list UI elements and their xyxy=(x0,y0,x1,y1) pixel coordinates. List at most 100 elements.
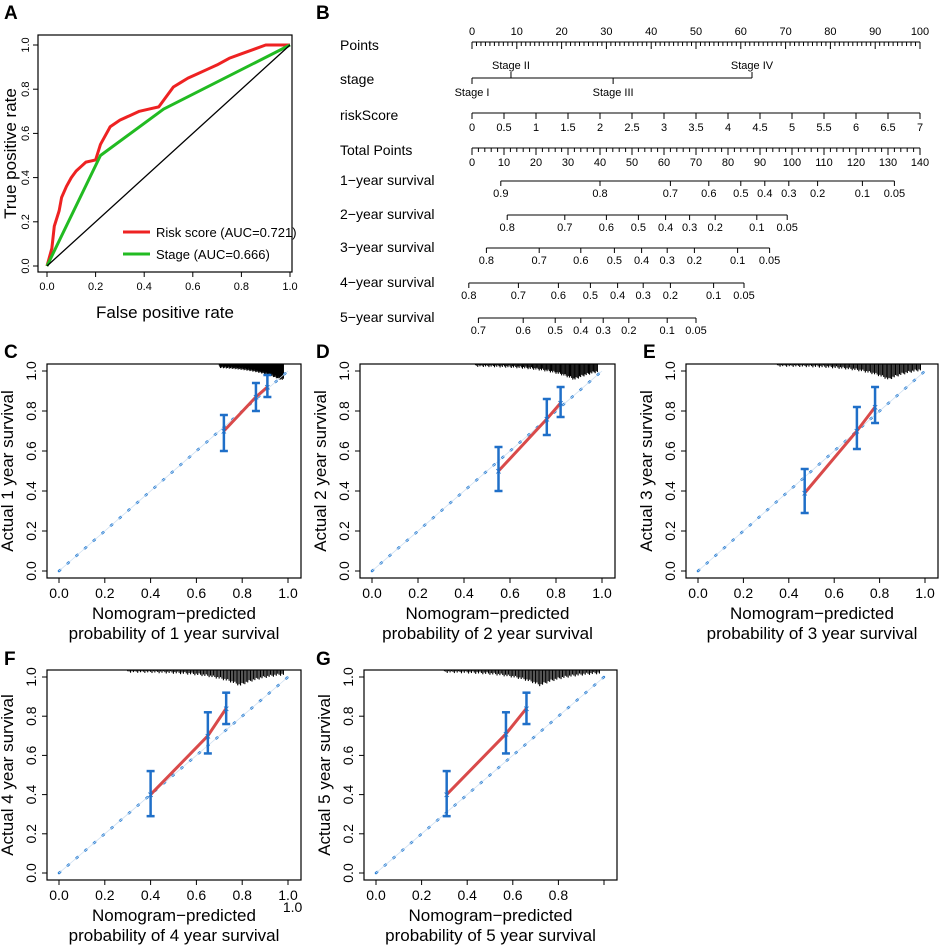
row-label-stage: stage xyxy=(340,71,374,87)
ideal-line-faint xyxy=(371,370,603,572)
x-tick-label: 1.0 xyxy=(915,585,935,601)
y-tick-label: 0.4 xyxy=(23,785,39,805)
survival-tick-label: 0.5 xyxy=(631,222,646,234)
points-tick-label: 20 xyxy=(555,26,567,38)
calibration-point: × xyxy=(523,703,529,715)
calibration-line xyxy=(497,402,562,473)
plot-frame xyxy=(46,363,302,579)
plot-frame xyxy=(46,669,302,881)
survival-tick-label: 0.1 xyxy=(749,222,764,234)
survival-tick-label: 0.1 xyxy=(706,290,721,302)
calibration-line xyxy=(222,385,269,433)
ideal-line-faint xyxy=(697,370,926,572)
calibration-line xyxy=(803,406,877,494)
survival-tick-label: 0.2 xyxy=(663,290,678,302)
total-points-tick-label: 100 xyxy=(783,157,801,169)
x-axis-label-2: probability of 2 year survival xyxy=(382,624,593,643)
panel-label-a: A xyxy=(4,3,18,24)
survival-tick-label: 0.7 xyxy=(471,325,486,337)
plot-frame xyxy=(37,34,293,273)
total-points-tick-label: 40 xyxy=(594,157,606,169)
y-tick-label: 1.0 xyxy=(340,667,356,687)
x-tick-label: 0.4 xyxy=(141,887,161,903)
y-tick-label: 1.0 xyxy=(23,361,39,381)
survival-tick-label: 0.2 xyxy=(687,255,702,267)
survival-tick-label: 0.7 xyxy=(511,290,526,302)
y-tick-label: 1.0 xyxy=(20,37,32,52)
panel-label-d: D xyxy=(316,342,330,363)
survival-tick-label: 0.5 xyxy=(733,188,748,200)
survival-tick-label: 0.6 xyxy=(573,255,588,267)
total-points-tick-label: 50 xyxy=(626,157,638,169)
panel-label-b: B xyxy=(316,3,330,24)
calibration-point: × xyxy=(223,703,229,715)
legend-label: Stage (AUC=0.666) xyxy=(156,247,270,262)
y-tick-label: 0.0 xyxy=(20,258,32,273)
survival-tick-label: 0.05 xyxy=(884,188,905,200)
x-tick-label: 0.0 xyxy=(49,887,69,903)
calibration-line xyxy=(445,707,528,796)
riskscore-tick-label: 5 xyxy=(789,122,795,134)
calibration-point: × xyxy=(801,488,807,500)
x-tick-label: 0.0 xyxy=(39,281,54,293)
survival-tick-label: 0.4 xyxy=(573,325,588,337)
y-tick-label: 0.6 xyxy=(23,745,39,765)
ideal-line-faint xyxy=(375,676,605,874)
calibration-point: × xyxy=(503,729,509,741)
riskscore-tick-label: 0 xyxy=(469,122,475,134)
survival-tick-label: 0.4 xyxy=(634,255,649,267)
riskscore-tick-label: 7 xyxy=(917,122,923,134)
riskscore-tick-label: 3 xyxy=(661,122,667,134)
x-axis-label-2: probability of 4 year survival xyxy=(69,926,280,945)
row-label-points: Points xyxy=(340,37,379,53)
x-tick-label: 1.0 xyxy=(278,887,298,903)
panel-label-f: F xyxy=(4,649,16,670)
stage-tick-label: Stage I xyxy=(455,87,490,99)
survival-tick-label: 0.4 xyxy=(610,290,625,302)
y-tick-label: 0.8 xyxy=(662,401,678,421)
survival-tick-label: 0.1 xyxy=(730,255,745,267)
y-tick-label: 0.0 xyxy=(662,561,678,581)
panel-d: D × × × 0.0 0.2 0.4 0.6 0.8 1.0 0.0 0.2 0.4 0.6 0.8 1.0… xyxy=(311,342,616,643)
points-tick-label: 10 xyxy=(511,26,523,38)
y-tick-label: 0.8 xyxy=(23,401,39,421)
x-tick-label: 0.4 xyxy=(141,585,161,601)
x-tick-label: 1.0 xyxy=(592,585,612,601)
total-points-tick-label: 120 xyxy=(847,157,865,169)
total-points-tick-label: 30 xyxy=(562,157,574,169)
x-tick-label: 1.0 xyxy=(278,585,298,601)
x-tick-label: 0.6 xyxy=(187,887,207,903)
survival-tick-label: 0.4 xyxy=(757,188,772,200)
x-tick-label: 0.2 xyxy=(734,585,754,601)
y-tick-label: 0.0 xyxy=(23,561,39,581)
panel-g: G × × × 0.0 0.2 0.4 0.6 0.8 0.0 0.2 0.4 0.6 0.8 1.0 Nom… xyxy=(315,649,618,945)
riskscore-tick-label: 3.5 xyxy=(688,122,703,134)
x-tick-label: 0.4 xyxy=(454,585,474,601)
ideal-line-faint xyxy=(58,676,289,874)
y-tick-label: 0.2 xyxy=(23,824,39,844)
total-points-tick-label: 110 xyxy=(815,157,833,169)
survival-tick-label: 0.4 xyxy=(658,222,673,234)
x-axis-label-2: probability of 3 year survival xyxy=(707,624,918,643)
x-tick-label: 0.6 xyxy=(185,281,200,293)
total-points-tick-label: 130 xyxy=(879,157,897,169)
y-tick-label: 0.0 xyxy=(23,863,39,883)
x-tick-label: 0.8 xyxy=(234,281,249,293)
calibration-point: × xyxy=(443,790,449,802)
y-tick-label: 0.8 xyxy=(336,401,352,421)
x-tick-label: 0.2 xyxy=(88,281,103,293)
x-axis-label: Nomogram−predicted xyxy=(730,604,894,623)
total-points-tick-label: 0 xyxy=(469,157,475,169)
survival-tick-label: 0.05 xyxy=(776,222,797,234)
y-axis-label: Actual 2 year survival xyxy=(311,390,330,552)
y-tick-label: 0.4 xyxy=(340,785,356,805)
x-axis-label: False positive rate xyxy=(96,303,234,322)
x-tick-label: 0.8 xyxy=(870,585,890,601)
points-tick-label: 90 xyxy=(869,26,881,38)
survival-tick-label: 0.05 xyxy=(733,290,754,302)
survival-tick-label: 0.7 xyxy=(557,222,572,234)
survival-tick-label: 0.5 xyxy=(548,325,563,337)
x-tick-label: 0.4 xyxy=(137,281,152,293)
